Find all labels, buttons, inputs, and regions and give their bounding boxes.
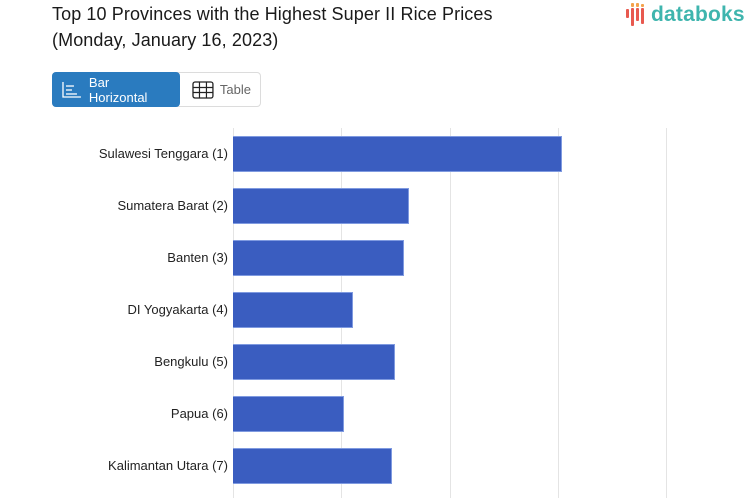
- category-label: Papua (6): [170, 406, 228, 421]
- chart-title: Top 10 Provinces with the Highest Super …: [52, 1, 493, 53]
- chart-title-line1: Top 10 Provinces with the Highest Super …: [52, 4, 493, 24]
- gridline: [666, 128, 667, 498]
- bar-row: Sumatera Barat (2): [0, 188, 753, 224]
- table-button[interactable]: Table: [180, 73, 260, 106]
- bar-row: Banten (3): [0, 240, 753, 276]
- bar[interactable]: [233, 188, 409, 224]
- databoks-logo[interactable]: databoks: [626, 3, 745, 27]
- bar[interactable]: [233, 136, 562, 172]
- gridline: [558, 128, 559, 498]
- category-label: Sulawesi Tenggara (1): [98, 146, 228, 161]
- gridline: [450, 128, 451, 498]
- bar-horizontal-button[interactable]: Bar Horizontal: [52, 72, 180, 107]
- category-label: DI Yogyakarta (4): [127, 302, 228, 317]
- bar[interactable]: [233, 344, 395, 380]
- category-label: Sumatera Barat (2): [117, 198, 228, 213]
- bar-row: Bengkulu (5): [0, 344, 753, 380]
- category-label: Kalimantan Utara (7): [108, 458, 228, 473]
- category-label: Bengkulu (5): [154, 354, 228, 369]
- bar[interactable]: [233, 448, 392, 484]
- bar[interactable]: [233, 292, 353, 328]
- bar-row: Kalimantan Utara (7): [0, 448, 753, 484]
- bar[interactable]: [233, 396, 344, 432]
- bar[interactable]: [233, 240, 404, 276]
- category-label: Banten (3): [167, 250, 228, 265]
- chart-title-line2: (Monday, January 16, 2023): [52, 30, 279, 50]
- bar-chart-horizontal-icon: [62, 81, 81, 98]
- bar-row: Papua (6): [0, 396, 753, 432]
- bar-row: Sulawesi Tenggara (1): [0, 136, 753, 172]
- view-toggle: Bar Horizontal Table: [52, 72, 261, 107]
- table-grid-icon: [192, 80, 214, 99]
- bar-signal-logo-icon: [626, 3, 648, 26]
- logo-text: databoks: [651, 3, 745, 26]
- bar-row: DI Yogyakarta (4): [0, 292, 753, 328]
- table-label: Table: [219, 82, 251, 97]
- bar-horizontal-label: Bar Horizontal: [88, 74, 148, 105]
- bar-chart: Sulawesi Tenggara (1) Sumatera Barat (2)…: [0, 128, 753, 498]
